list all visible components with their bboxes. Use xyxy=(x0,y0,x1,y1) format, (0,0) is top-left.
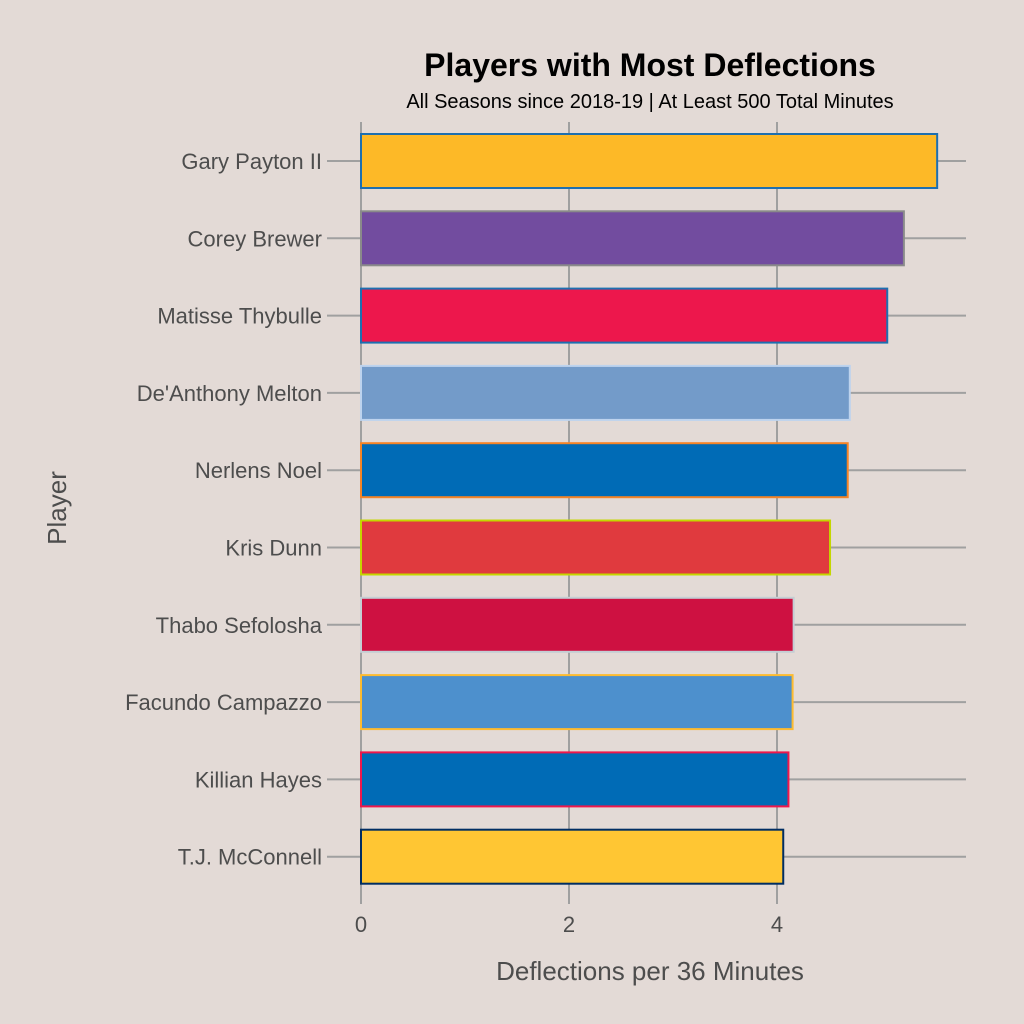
y-tick-label: Killian Hayes xyxy=(195,767,322,792)
y-tick-label: Nerlens Noel xyxy=(195,458,322,483)
y-tick-label: Gary Payton II xyxy=(181,149,322,174)
bar xyxy=(360,596,795,653)
chart-title: Players with Most Deflections xyxy=(424,47,876,83)
x-tick-labels: 0 2 4 xyxy=(355,912,783,937)
bar xyxy=(360,364,851,421)
bar xyxy=(360,287,889,344)
y-tick-labels: Gary Payton II Corey Brewer Matisse Thybul… xyxy=(125,149,323,870)
y-tick-label: Corey Brewer xyxy=(188,226,322,251)
y-axis-label: Player xyxy=(42,471,72,545)
chart-subtitle: All Seasons since 2018-19 | At Least 500… xyxy=(406,91,893,113)
bar xyxy=(360,828,785,885)
y-tick-label: De'Anthony Melton xyxy=(137,381,322,406)
bar xyxy=(360,674,794,731)
bar xyxy=(360,442,849,499)
bar xyxy=(360,519,832,576)
x-tick-label: 4 xyxy=(771,912,783,937)
y-tick-label: Kris Dunn xyxy=(225,536,322,561)
x-axis-label: Deflections per 36 Minutes xyxy=(496,956,804,986)
y-tick-label: T.J. McConnell xyxy=(178,845,322,870)
bar xyxy=(360,210,905,267)
x-tick-label: 2 xyxy=(563,912,575,937)
y-tick-label: Facundo Campazzo xyxy=(125,690,322,715)
y-tick-label: Thabo Sefolosha xyxy=(156,613,323,638)
bars xyxy=(360,133,939,885)
x-tick-label: 0 xyxy=(355,912,367,937)
bar xyxy=(360,133,939,189)
bar xyxy=(360,751,790,808)
y-tick-label: Matisse Thybulle xyxy=(157,304,322,329)
